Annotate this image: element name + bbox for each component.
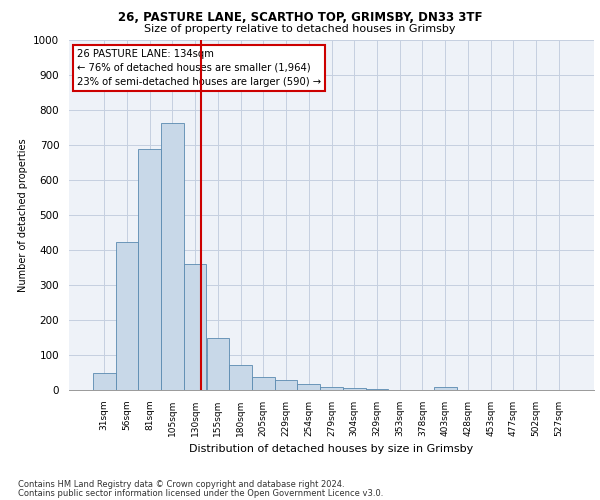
- X-axis label: Distribution of detached houses by size in Grimsby: Distribution of detached houses by size …: [190, 444, 473, 454]
- Text: Size of property relative to detached houses in Grimsby: Size of property relative to detached ho…: [144, 24, 456, 34]
- Text: Contains HM Land Registry data © Crown copyright and database right 2024.: Contains HM Land Registry data © Crown c…: [18, 480, 344, 489]
- Text: 26, PASTURE LANE, SCARTHO TOP, GRIMSBY, DN33 3TF: 26, PASTURE LANE, SCARTHO TOP, GRIMSBY, …: [118, 11, 482, 24]
- Bar: [320, 386, 343, 390]
- Bar: [252, 376, 275, 390]
- Bar: [206, 338, 229, 390]
- Bar: [161, 124, 184, 390]
- Bar: [434, 387, 457, 390]
- Bar: [229, 365, 252, 390]
- Bar: [298, 384, 320, 390]
- Bar: [275, 380, 298, 390]
- Bar: [139, 149, 161, 390]
- Bar: [116, 242, 139, 390]
- Y-axis label: Number of detached properties: Number of detached properties: [17, 138, 28, 292]
- Bar: [343, 388, 365, 390]
- Bar: [184, 264, 206, 390]
- Text: Contains public sector information licensed under the Open Government Licence v3: Contains public sector information licen…: [18, 490, 383, 498]
- Bar: [93, 373, 116, 390]
- Text: 26 PASTURE LANE: 134sqm
← 76% of detached houses are smaller (1,964)
23% of semi: 26 PASTURE LANE: 134sqm ← 76% of detache…: [77, 49, 321, 87]
